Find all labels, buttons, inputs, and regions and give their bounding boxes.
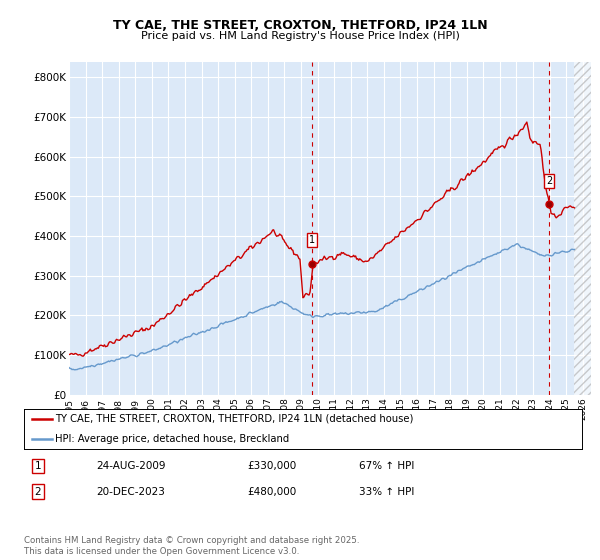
Text: TY CAE, THE STREET, CROXTON, THETFORD, IP24 1LN: TY CAE, THE STREET, CROXTON, THETFORD, I… bbox=[113, 19, 487, 32]
Text: Price paid vs. HM Land Registry's House Price Index (HPI): Price paid vs. HM Land Registry's House … bbox=[140, 31, 460, 41]
Text: 2: 2 bbox=[546, 176, 552, 185]
Text: 20-DEC-2023: 20-DEC-2023 bbox=[97, 487, 166, 497]
Text: 1: 1 bbox=[309, 235, 315, 245]
Text: Contains HM Land Registry data © Crown copyright and database right 2025.
This d: Contains HM Land Registry data © Crown c… bbox=[24, 536, 359, 556]
Bar bbox=[574, 62, 600, 395]
Text: 2: 2 bbox=[35, 487, 41, 497]
Text: HPI: Average price, detached house, Breckland: HPI: Average price, detached house, Brec… bbox=[55, 434, 289, 444]
Text: 33% ↑ HPI: 33% ↑ HPI bbox=[359, 487, 414, 497]
Text: £330,000: £330,000 bbox=[247, 461, 296, 471]
Text: 1: 1 bbox=[35, 461, 41, 471]
Text: TY CAE, THE STREET, CROXTON, THETFORD, IP24 1LN (detached house): TY CAE, THE STREET, CROXTON, THETFORD, I… bbox=[55, 414, 413, 424]
Text: 24-AUG-2009: 24-AUG-2009 bbox=[97, 461, 166, 471]
Text: 67% ↑ HPI: 67% ↑ HPI bbox=[359, 461, 414, 471]
Text: £480,000: £480,000 bbox=[247, 487, 296, 497]
